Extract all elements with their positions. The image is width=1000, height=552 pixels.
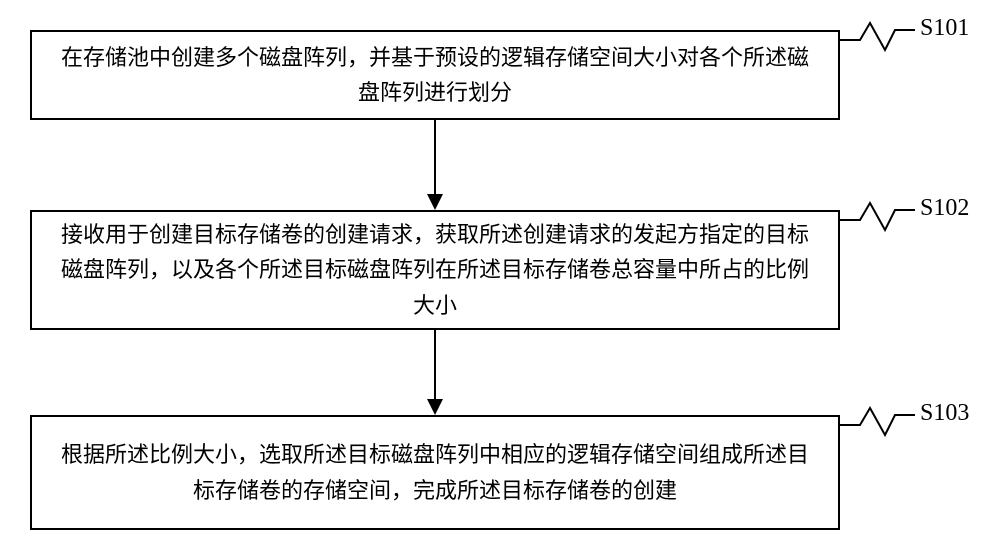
step-box-s102: 接收用于创建目标存储卷的创建请求，获取所述创建请求的发起方指定的目标磁盘阵列，以… xyxy=(30,210,840,330)
step-text: 接收用于创建目标存储卷的创建请求，获取所述创建请求的发起方指定的目标磁盘阵列，以… xyxy=(52,217,818,323)
step-text: 根据所述比例大小，选取所述目标磁盘阵列中相应的逻辑存储空间组成所述目标存储卷的存… xyxy=(52,437,818,507)
connector-s103 xyxy=(840,400,920,440)
connector-s102 xyxy=(840,195,920,235)
flowchart-diagram: 在存储池中创建多个磁盘阵列，并基于预设的逻辑存储空间大小对各个所述磁盘阵列进行划… xyxy=(20,20,980,532)
arrow-2-line xyxy=(434,330,436,399)
step-label-s102: S102 xyxy=(920,195,969,222)
step-label-s101: S101 xyxy=(920,15,969,42)
step-label-s103: S103 xyxy=(920,400,969,427)
connector-s101 xyxy=(840,15,920,55)
arrow-1-head xyxy=(427,194,443,210)
step-box-s103: 根据所述比例大小，选取所述目标磁盘阵列中相应的逻辑存储空间组成所述目标存储卷的存… xyxy=(30,415,840,530)
step-box-s101: 在存储池中创建多个磁盘阵列，并基于预设的逻辑存储空间大小对各个所述磁盘阵列进行划… xyxy=(30,30,840,120)
arrow-2-head xyxy=(427,399,443,415)
step-text: 在存储池中创建多个磁盘阵列，并基于预设的逻辑存储空间大小对各个所述磁盘阵列进行划… xyxy=(52,40,818,110)
arrow-1-line xyxy=(434,120,436,194)
